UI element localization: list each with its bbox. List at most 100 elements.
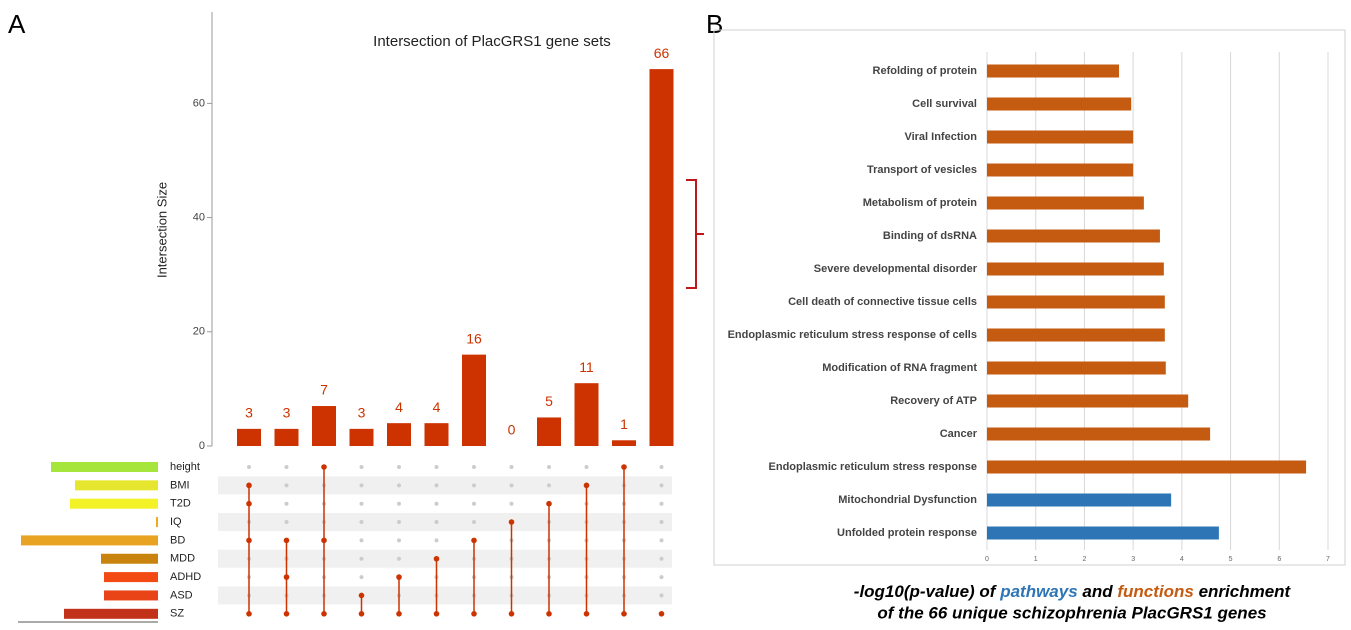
set-label: T2D (170, 498, 191, 510)
value-label: 4 (433, 399, 441, 415)
chart-frame (713, 29, 1346, 566)
bar (987, 64, 1120, 78)
set-size-bar (21, 535, 158, 546)
member-dot (546, 500, 552, 507)
member-dot (358, 592, 365, 599)
value-label: 3 (358, 405, 366, 421)
chart-title: Intersection of PlacGRS1 gene sets (373, 33, 611, 50)
bar (649, 69, 674, 447)
member-dot (246, 611, 252, 617)
set-size-bar (156, 517, 158, 528)
category-label: Viral Infection (904, 131, 977, 143)
value-label: 16 (466, 330, 482, 346)
panel-label: B (706, 9, 723, 39)
category-label: Unfolded protein response (837, 527, 977, 539)
member-dot (246, 500, 252, 507)
x-tick-label: 7 (1326, 556, 1330, 563)
bar (574, 383, 599, 446)
category-label: Cell death of connective tissue cells (788, 296, 977, 308)
set-size-bar (75, 480, 158, 491)
category-label: Cancer (940, 428, 978, 440)
x-tick-label: 3 (1131, 556, 1135, 563)
bar (987, 394, 1189, 408)
value-label: 0 (508, 422, 516, 438)
empty-dot (659, 501, 664, 506)
member-dot (658, 611, 665, 617)
empty-dot (397, 538, 401, 543)
member-dot (583, 611, 590, 617)
caption-part: enrichment (1194, 582, 1292, 601)
member-dot (246, 482, 252, 489)
bar (237, 428, 261, 446)
empty-dot (509, 465, 514, 469)
empty-dot (472, 520, 476, 525)
category-label: Binding of dsRNA (883, 230, 977, 242)
empty-dot (434, 520, 439, 525)
empty-dot (509, 501, 514, 506)
category-label: Mitochondrial Dysfunction (838, 494, 977, 506)
empty-dot (659, 465, 664, 469)
member-dot (433, 611, 440, 617)
member-dot (621, 611, 627, 617)
row-stripe (218, 586, 672, 605)
set-label: IQ (170, 516, 182, 528)
empty-dot (397, 520, 401, 525)
value-label: 5 (545, 393, 553, 409)
category-label: Cell survival (912, 98, 977, 110)
empty-dot (284, 465, 289, 469)
x-tick-label: 6 (1277, 556, 1281, 563)
value-label: 3 (283, 405, 291, 421)
member-dot (583, 482, 590, 489)
member-dot (321, 464, 327, 470)
set-label: height (170, 461, 200, 473)
bar (987, 196, 1144, 210)
empty-dot (359, 483, 364, 488)
empty-dot (247, 465, 251, 469)
bar (987, 493, 1172, 507)
member-dot (433, 555, 440, 562)
y-axis-label: Intersection Size (154, 182, 169, 278)
empty-dot (359, 556, 364, 561)
bracket (686, 179, 704, 289)
y-tick-label: 20 (193, 326, 205, 338)
set-size-bar (64, 608, 158, 619)
x-tick-label: 0 (985, 556, 989, 563)
y-tick-label: 0 (199, 440, 205, 452)
set-size-bar (104, 572, 158, 583)
bar (987, 361, 1166, 375)
empty-dot (659, 556, 664, 561)
bar (312, 406, 336, 446)
set-size-bar (70, 498, 158, 509)
empty-dot (397, 501, 401, 506)
y-tick-label: 40 (193, 211, 205, 223)
caption-part: functions (1117, 582, 1194, 601)
empty-dot (284, 501, 289, 506)
bar (987, 229, 1160, 243)
empty-dot (359, 501, 364, 506)
caption-part: and (1078, 582, 1118, 601)
set-size-bar (51, 462, 158, 472)
x-tick-label: 1 (1034, 556, 1038, 563)
row-stripe (218, 513, 672, 532)
caption: of the 66 unique schizophrenia PlacGRS1 … (877, 603, 1266, 622)
empty-dot (434, 465, 439, 469)
member-dot (321, 537, 327, 544)
category-label: Recovery of ATP (890, 395, 977, 407)
bar (537, 417, 561, 446)
set-label: BD (170, 534, 185, 546)
member-dot (546, 611, 552, 617)
set-size-bar (104, 590, 158, 601)
bar (987, 460, 1307, 474)
empty-dot (284, 483, 289, 488)
set-label: BMI (170, 479, 190, 491)
category-label: Endoplasmic reticulum stress response (769, 461, 977, 473)
member-dot (358, 611, 365, 617)
value-label: 3 (245, 405, 253, 421)
set-label: MDD (170, 553, 195, 565)
empty-dot (397, 483, 401, 488)
bar (424, 423, 449, 446)
empty-dot (659, 520, 664, 525)
member-dot (396, 611, 402, 617)
empty-dot (547, 465, 551, 469)
bar (612, 440, 636, 446)
